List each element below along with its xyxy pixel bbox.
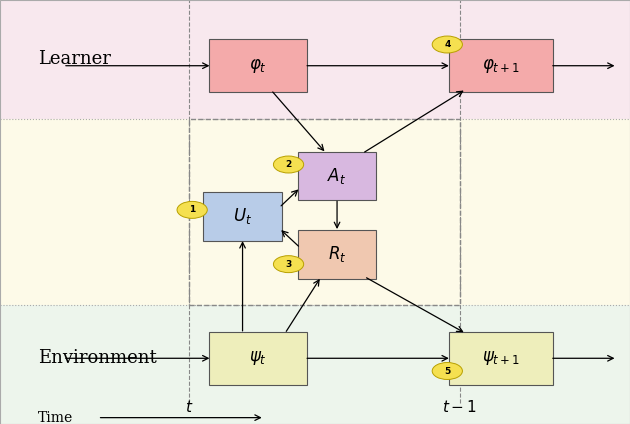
- Text: 2: 2: [285, 160, 292, 169]
- Bar: [0, 305, 630, 424]
- FancyBboxPatch shape: [449, 39, 553, 92]
- Text: 5: 5: [444, 366, 450, 376]
- Text: Time: Time: [38, 410, 73, 424]
- Text: $\varphi_t$: $\varphi_t$: [249, 57, 267, 75]
- Text: $t$: $t$: [185, 399, 193, 415]
- FancyBboxPatch shape: [209, 332, 307, 385]
- Text: $\psi_{t+1}$: $\psi_{t+1}$: [482, 349, 520, 367]
- Text: $\psi_t$: $\psi_t$: [249, 349, 267, 367]
- FancyBboxPatch shape: [209, 39, 307, 92]
- Ellipse shape: [273, 256, 304, 273]
- Text: $R_t$: $R_t$: [328, 244, 347, 265]
- Text: $A_t$: $A_t$: [328, 166, 347, 186]
- Ellipse shape: [273, 156, 304, 173]
- Bar: [0, 119, 630, 305]
- Text: 4: 4: [444, 40, 450, 49]
- Ellipse shape: [432, 363, 462, 379]
- Bar: [189, 119, 460, 305]
- Text: Learner: Learner: [38, 50, 111, 68]
- Bar: [0, 0, 630, 119]
- FancyBboxPatch shape: [449, 332, 553, 385]
- Text: 1: 1: [189, 205, 195, 215]
- Ellipse shape: [432, 36, 462, 53]
- FancyBboxPatch shape: [203, 192, 282, 241]
- Text: 3: 3: [285, 259, 292, 269]
- Text: Environment: Environment: [38, 349, 156, 367]
- FancyBboxPatch shape: [298, 152, 377, 201]
- Ellipse shape: [177, 201, 207, 218]
- FancyBboxPatch shape: [298, 230, 377, 279]
- Text: $t-1$: $t-1$: [442, 399, 478, 415]
- Text: $U_t$: $U_t$: [233, 206, 252, 226]
- Text: $\varphi_{t+1}$: $\varphi_{t+1}$: [482, 57, 520, 75]
